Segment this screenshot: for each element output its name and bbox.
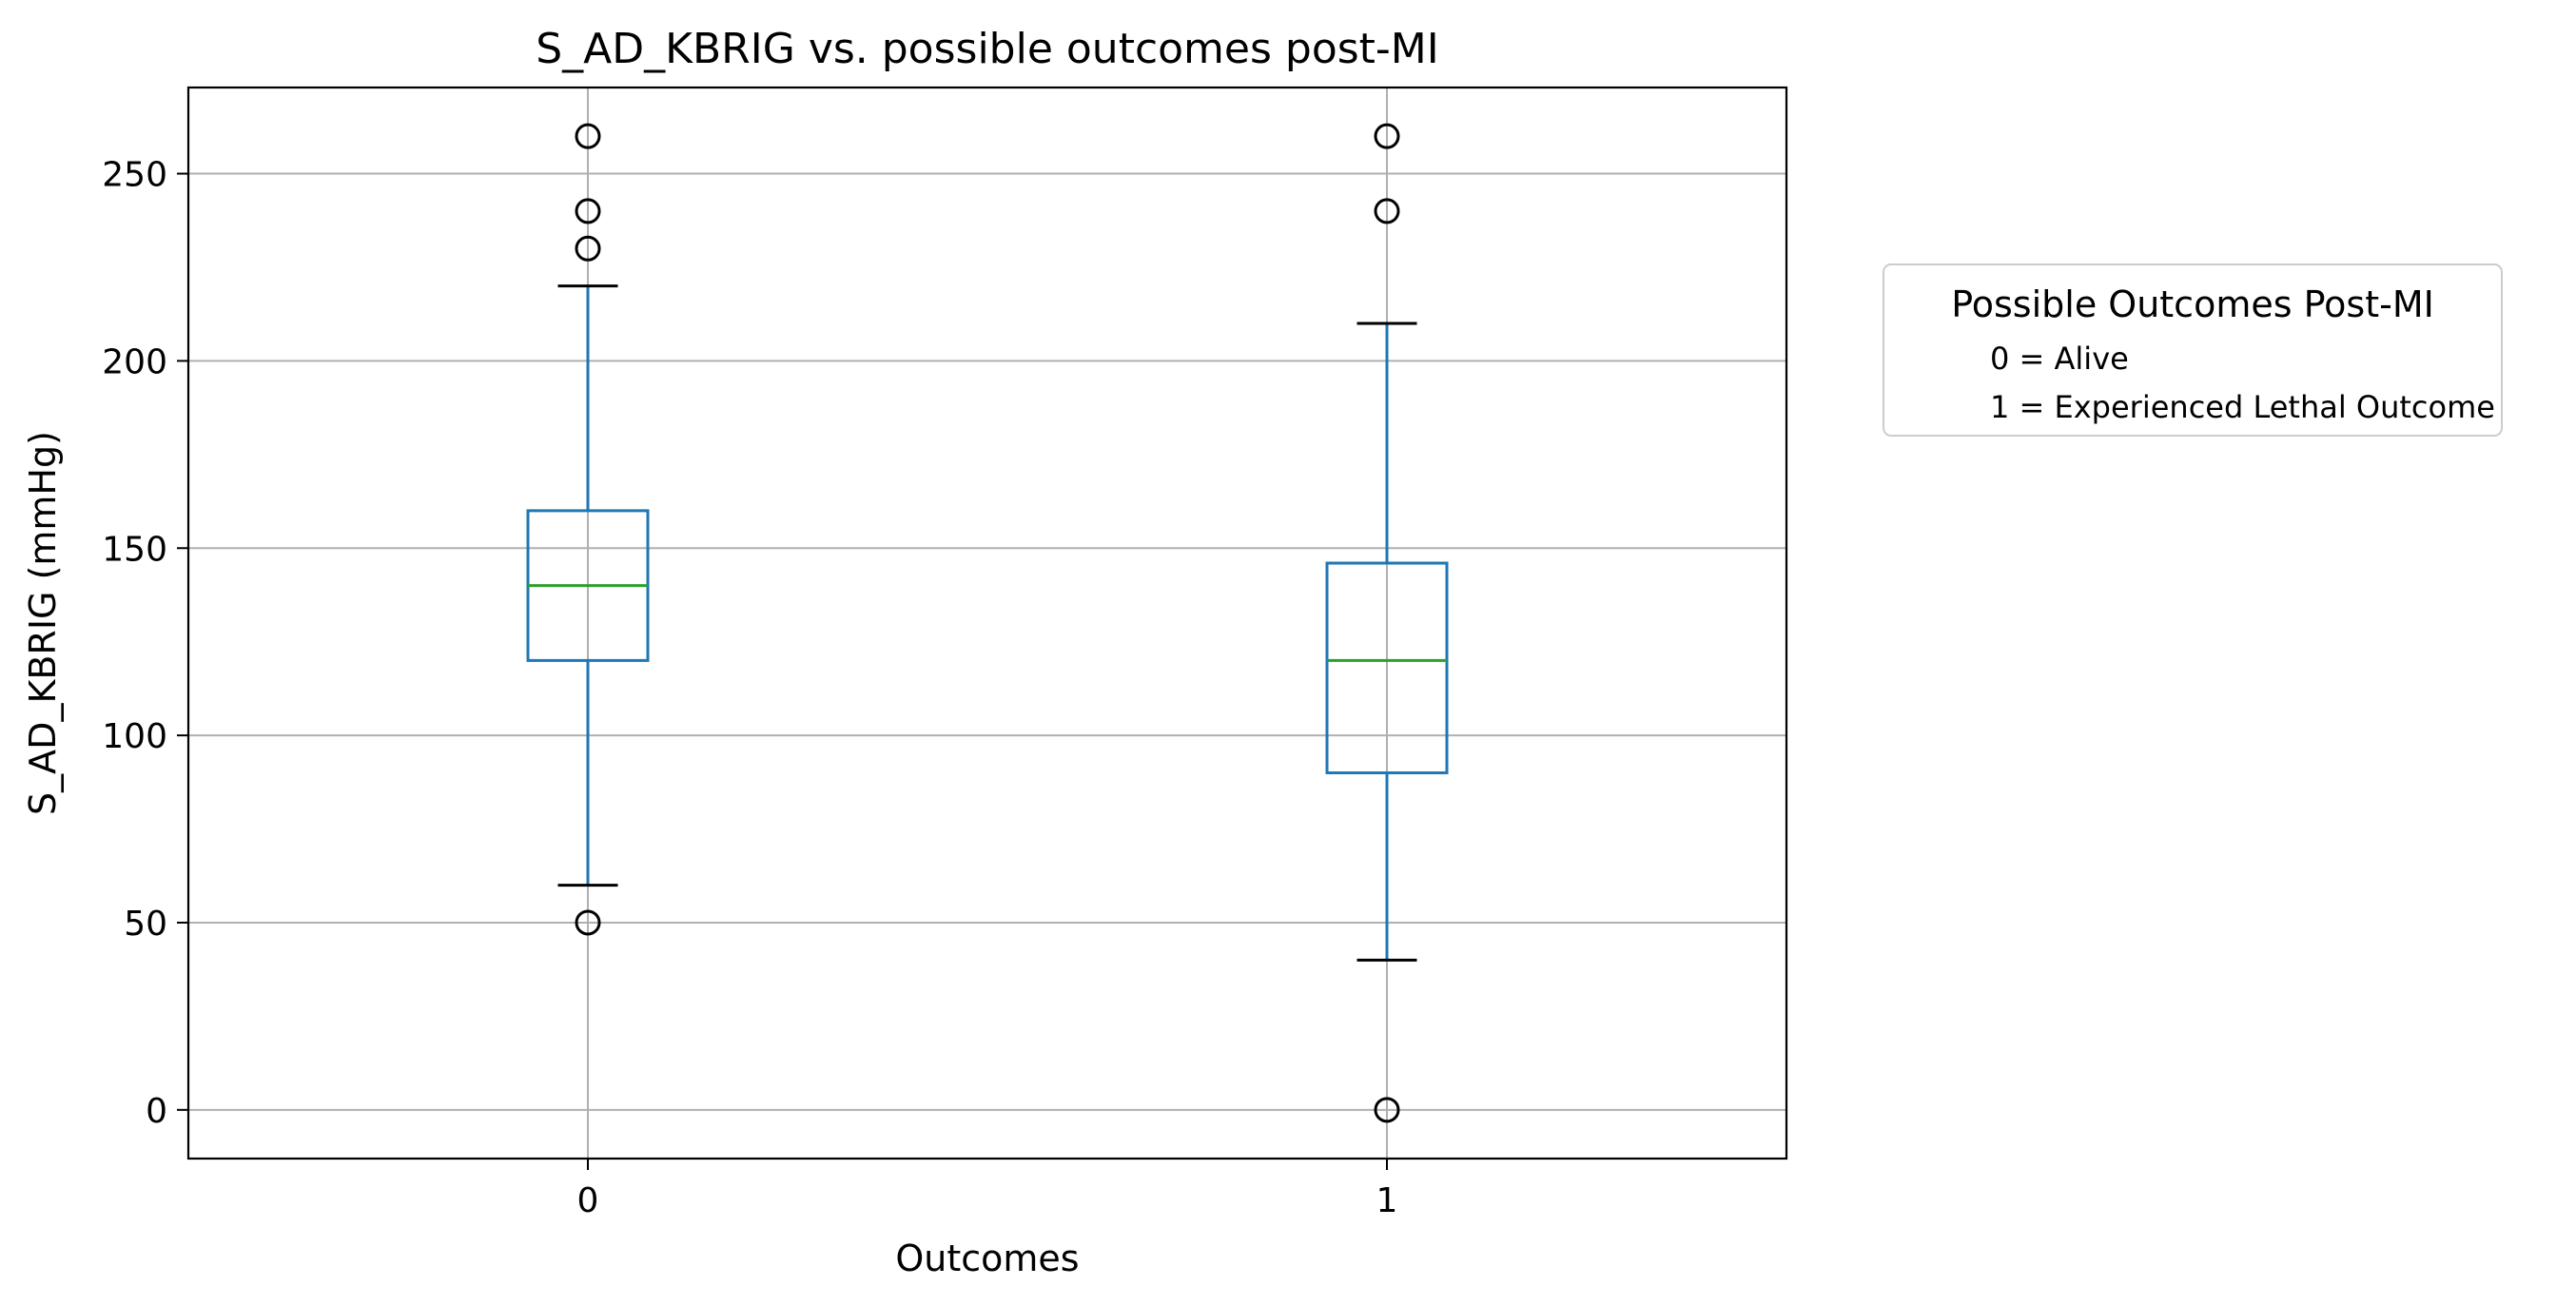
axis-ticks: 0 50 100 150 200 250 0 1	[102, 156, 1397, 1220]
y-tick-label: 200	[102, 342, 167, 381]
y-tick-label: 250	[102, 156, 167, 195]
y-tick-label: 100	[102, 717, 167, 756]
legend-title: Possible Outcomes Post-MI	[1951, 283, 2434, 325]
legend: Possible Outcomes Post-MI 0 = Alive 1 = …	[1883, 263, 2503, 437]
y-tick-label: 150	[102, 530, 167, 569]
box-plots	[526, 123, 1449, 1123]
outlier-point	[575, 909, 601, 936]
y-tick-label: 50	[124, 905, 167, 944]
outlier-point	[575, 123, 601, 149]
x-tick-label: 0	[577, 1181, 599, 1220]
y-axis-label: S_AD_KBRIG (mmHg)	[22, 431, 64, 815]
outlier-point	[1374, 1097, 1400, 1123]
outlier-point	[1374, 123, 1400, 149]
outlier-point	[1374, 198, 1400, 224]
iqr-box	[1325, 561, 1449, 774]
outlier-point	[575, 235, 601, 262]
legend-box	[1883, 263, 2503, 437]
grid-lines	[188, 88, 1786, 1159]
x-axis-label: Outcomes	[895, 1238, 1079, 1279]
chart-title: S_AD_KBRIG vs. possible outcomes post-MI	[536, 25, 1439, 73]
outlier-point	[575, 198, 601, 224]
legend-entry-alive: 0 = Alive	[1990, 341, 2129, 377]
plot-frame	[186, 86, 1788, 1160]
y-tick-label: 0	[146, 1092, 167, 1131]
x-tick-label: 1	[1376, 1181, 1398, 1220]
legend-entry-lethal: 1 = Experienced Lethal Outcome	[1990, 389, 2495, 425]
